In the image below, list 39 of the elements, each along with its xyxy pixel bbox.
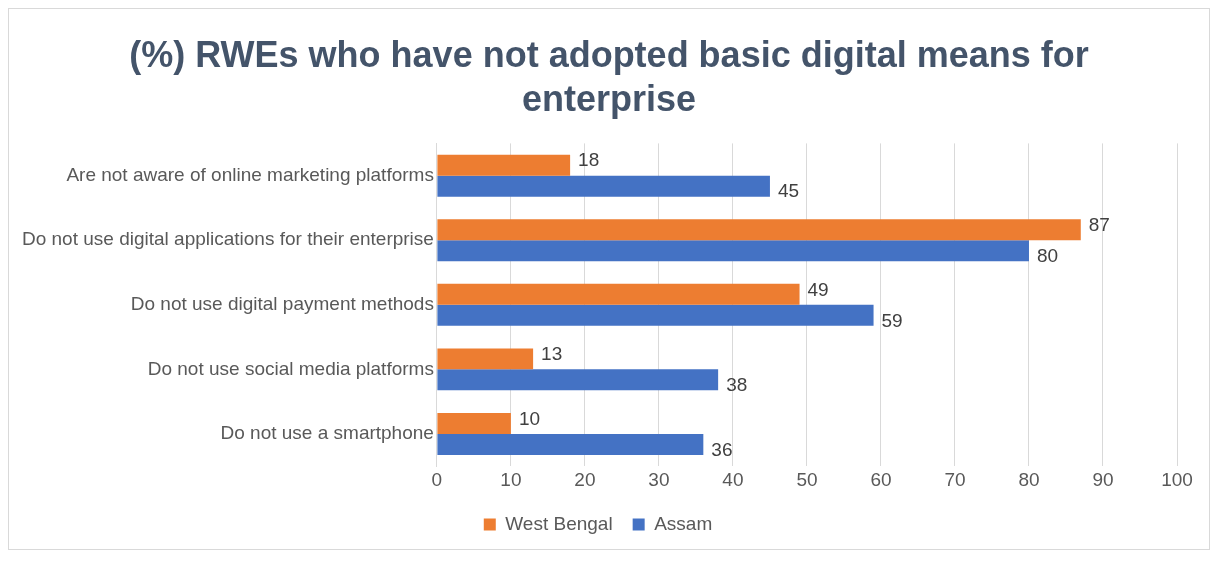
- bar: [437, 283, 800, 305]
- x-tick-label: 0: [431, 468, 443, 490]
- data-label: 80: [1036, 244, 1059, 266]
- x-tick-label: 100: [1161, 468, 1193, 490]
- x-tick-label: 10: [500, 468, 522, 490]
- data-label: 45: [777, 180, 800, 202]
- bar: [437, 240, 1029, 262]
- y-tick-label: Do not use digital payment methods: [130, 293, 434, 315]
- x-tick-label: 90: [1092, 468, 1114, 490]
- x-tick-label: 50: [796, 468, 818, 490]
- legend-label: West Bengal: [505, 512, 613, 534]
- data-label: 18: [578, 149, 600, 171]
- bar: [437, 369, 719, 391]
- chart-title: (%) RWEs who have not adopted basic digital means for enterprise: [129, 33, 1089, 121]
- data-label: 38: [726, 374, 748, 396]
- x-tick-label: 40: [722, 468, 744, 490]
- data-label: 13: [541, 343, 563, 365]
- x-tick-label: 60: [870, 468, 892, 490]
- data-label: 10: [518, 407, 541, 429]
- bar: [437, 154, 571, 176]
- data-label: 49: [807, 278, 829, 300]
- x-tick-label: 80: [1018, 468, 1040, 490]
- y-tick-label: Do not use social media platforms: [147, 357, 434, 379]
- bar: [437, 304, 874, 326]
- data-label: 87: [1088, 213, 1110, 235]
- bar: [437, 175, 770, 197]
- data-label: 59: [881, 309, 903, 331]
- x-tick-label: 30: [648, 468, 670, 490]
- bar: [437, 348, 534, 370]
- y-tick-label: Are not aware of online marketing platforms: [66, 163, 434, 185]
- x-tick-label: 20: [574, 468, 596, 490]
- bar: [437, 219, 1081, 241]
- bar: [437, 412, 511, 434]
- legend-label: Assam: [654, 512, 713, 534]
- data-label: 36: [711, 438, 733, 460]
- bar: [437, 433, 704, 455]
- x-tick-label: 70: [944, 468, 966, 490]
- y-tick-label: Do not use a smartphone: [220, 422, 434, 444]
- y-tick-label: Do not use digital applications for their enterprise: [21, 228, 434, 250]
